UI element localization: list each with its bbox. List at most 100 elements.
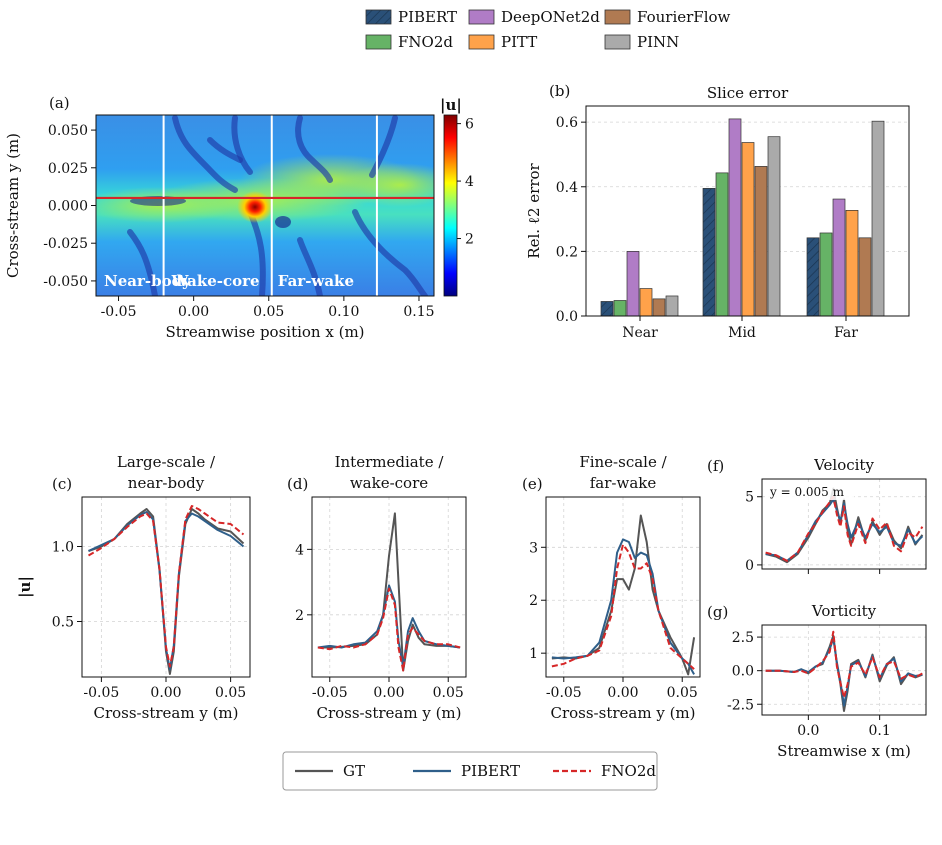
- series-fno2d: [87, 505, 245, 668]
- bar-pinn-mid: [767, 136, 781, 317]
- x-tick-label: -0.05: [83, 685, 119, 701]
- y-tick-label: 3: [529, 540, 538, 556]
- bar-fourierflow-mid: [754, 166, 768, 317]
- panel-g-frame: [761, 624, 927, 716]
- x-tick-label: 0.05: [253, 304, 284, 320]
- y-tick-label: 0.5: [52, 615, 74, 631]
- region-label: Far-wake: [278, 272, 354, 290]
- bar-fno2d-mid: [715, 172, 729, 317]
- legend-swatch-fourierflow: [604, 9, 631, 25]
- x-axis-label: Cross-stream y (m): [316, 704, 461, 722]
- bar-pitt-near: [639, 288, 653, 317]
- x-tick-label: -0.05: [546, 685, 582, 701]
- y-tick-label: 2.5: [732, 630, 754, 646]
- annotation-text: y = 0.005 m: [769, 485, 845, 499]
- x-tick-label: 0.00: [150, 685, 181, 701]
- panel-label: (c): [52, 475, 72, 493]
- legend-label-pibert: PIBERT: [461, 762, 520, 780]
- wake-band: [340, 163, 434, 207]
- chart-subtitle: far-wake: [590, 474, 657, 492]
- series-fno2d: [551, 543, 695, 670]
- x-axis-label: Cross-stream y (m): [550, 704, 695, 722]
- bottom-legend: GT PIBERT FNO2d: [282, 751, 658, 791]
- y-tick-label: 5: [745, 490, 754, 506]
- y-tick-label: 1.0: [52, 540, 74, 556]
- y-axis-label: |u|: [16, 576, 34, 598]
- region-label: Near-body: [104, 272, 192, 290]
- x-tick-label: Near: [622, 325, 658, 341]
- bar-pibert-near: [600, 301, 614, 317]
- x-tick-label: Far: [834, 325, 858, 341]
- panel-label: (f): [707, 457, 724, 475]
- bar-pitt-mid: [741, 142, 755, 317]
- legend-swatch-pibert: [365, 9, 392, 25]
- legend-label-gt: GT: [343, 762, 365, 780]
- x-tick-label: 0.1: [869, 723, 891, 739]
- chart-title: Large-scale /: [117, 453, 216, 471]
- bar-fourierflow-near: [652, 298, 666, 317]
- x-tick-label: 0.15: [403, 304, 434, 320]
- y-tick-label: 0.6: [556, 115, 578, 131]
- panel-label: (d): [287, 475, 308, 493]
- low-velocity-streak: [297, 237, 323, 296]
- y-tick-label: 0: [745, 558, 754, 574]
- velocity-peak: [237, 191, 273, 223]
- series-fno2d: [765, 630, 923, 699]
- panel-label: (b): [549, 82, 570, 100]
- series-pibert: [551, 538, 695, 675]
- x-tick-label: 0.05: [215, 685, 246, 701]
- bar-pitt-far: [845, 210, 859, 317]
- x-tick-label: 0.00: [607, 685, 638, 701]
- panel-c-line-chart: -0.05 0.00 0.05 0.5 1.0 Cross-stream y (m) Lar…: [16, 453, 251, 722]
- bar-deeponet2d-far: [832, 198, 846, 317]
- series-fno2d: [765, 495, 924, 562]
- bar-deeponet2d-near: [626, 251, 640, 317]
- y-tick-label: 2: [295, 608, 304, 624]
- low-velocity-streak: [352, 209, 428, 296]
- colorbar: [443, 114, 458, 297]
- legend-label-fno2d: FNO2d: [398, 33, 453, 51]
- colorbar-label: |u|: [440, 96, 462, 114]
- legend-swatch-fno2d: [365, 34, 392, 50]
- bar-pinn-far: [871, 120, 885, 317]
- colorbar-tick-label: 2: [465, 232, 474, 248]
- low-velocity-streak: [172, 115, 238, 193]
- y-tick-label: 0.025: [48, 161, 88, 177]
- chart-subtitle: wake-core: [350, 474, 428, 492]
- legend-label-fno2d: FNO2d: [601, 762, 656, 780]
- x-tick-label: 0.05: [667, 685, 698, 701]
- panel-label: (e): [522, 475, 543, 493]
- legend-box: [282, 751, 658, 791]
- series-pibert: [88, 511, 245, 671]
- panel-label: (a): [49, 94, 70, 112]
- panel-label: (g): [707, 603, 728, 621]
- bar-deeponet2d-mid: [728, 118, 742, 317]
- bar-pibert-far: [806, 237, 820, 317]
- bar-fno2d-near: [613, 300, 627, 317]
- x-axis-label: Streamwise x (m): [777, 742, 911, 760]
- x-tick-label: 0.0: [797, 723, 819, 739]
- top-legend: PIBERT DeepONet2d FourierFlow FNO2d PITT PINN: [365, 8, 731, 51]
- low-velocity-streak: [369, 115, 398, 178]
- low-velocity-streak: [127, 229, 158, 296]
- x-tick-label: 0.10: [328, 304, 359, 320]
- legend-label-deeponet2d: DeepONet2d: [501, 8, 600, 26]
- panel-b-bar-chart: 0.0 0.2 0.4 0.6 Near Mid Far Slice error Rel. ℓ2…: [525, 82, 910, 341]
- y-tick-label: -0.025: [43, 236, 88, 252]
- y-tick-label: 0.000: [48, 199, 88, 215]
- chart-title: Intermediate /: [335, 453, 445, 471]
- legend-swatch-deeponet2d: [468, 9, 495, 25]
- y-tick-label: 0.2: [556, 244, 578, 260]
- y-tick-label: 4: [295, 542, 304, 558]
- y-tick-label: 0.4: [556, 180, 578, 196]
- y-tick-label: 1: [529, 646, 538, 662]
- y-tick-label: -2.5: [727, 697, 754, 713]
- region-label: Wake-core: [171, 272, 260, 290]
- x-tick-label: -0.05: [312, 685, 348, 701]
- legend-label-pinn: PINN: [637, 33, 679, 51]
- legend-label-pitt: PITT: [501, 33, 537, 51]
- chart-title: Slice error: [707, 84, 789, 102]
- bar-pibert-mid: [702, 188, 716, 317]
